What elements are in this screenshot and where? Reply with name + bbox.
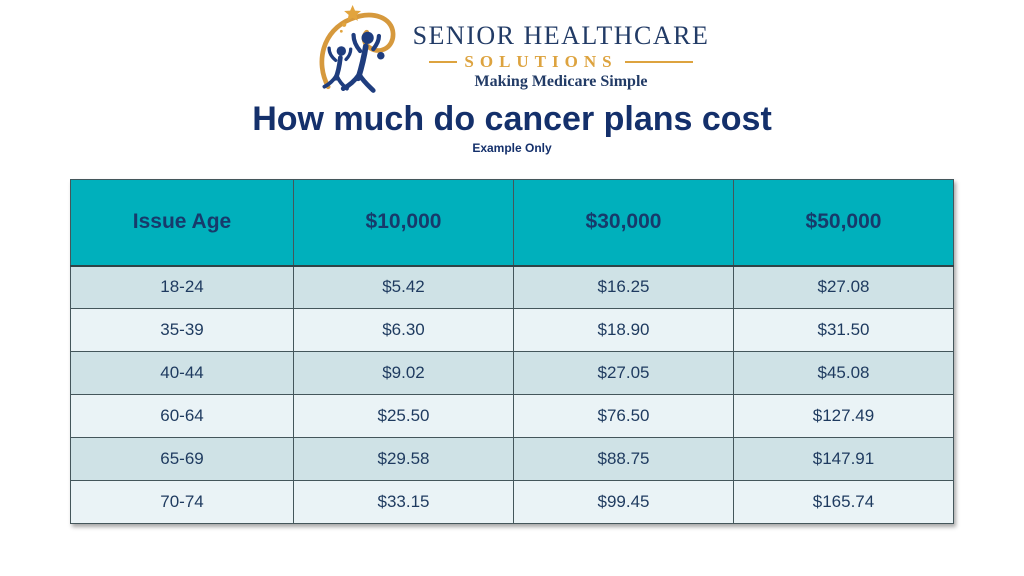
table-cell: $45.08 — [733, 351, 954, 395]
table-cell: 65-69 — [70, 437, 294, 481]
table-cell: $127.49 — [733, 394, 954, 438]
page-subtitle: Example Only — [472, 141, 552, 155]
logo-text: SENIOR HEALTHCARE SOLUTIONS Making Medic… — [413, 21, 710, 91]
table-cell: 40-44 — [70, 351, 294, 395]
table-cell: $27.08 — [733, 265, 954, 309]
table-row: 65-69 $29.58 $88.75 $147.91 — [70, 437, 954, 481]
table-cell: 70-74 — [70, 480, 294, 524]
gold-rule-right — [624, 61, 693, 63]
logo-tagline: Making Medicare Simple — [474, 73, 648, 90]
logo-name: SENIOR HEALTHCARE — [412, 21, 710, 50]
table-row: 35-39 $6.30 $18.90 $31.50 — [70, 308, 954, 352]
header-50000: $50,000 — [733, 179, 954, 267]
gold-rule-left — [429, 61, 458, 63]
table-cell: $33.15 — [293, 480, 514, 524]
page-title: How much do cancer plans cost — [252, 100, 772, 138]
table-cell: $16.25 — [513, 265, 734, 309]
table-cell: $5.42 — [293, 265, 514, 309]
cancer-plan-price-table: Issue Age $10,000 $30,000 $50,000 18-24 … — [70, 179, 954, 524]
logo-solutions-row: SOLUTIONS — [429, 52, 693, 72]
logo-solutions: SOLUTIONS — [464, 52, 618, 71]
table-cell: $9.02 — [293, 351, 514, 395]
table-cell: 60-64 — [70, 394, 294, 438]
people-swirl-star-icon — [319, 4, 395, 93]
table-cell: 35-39 — [70, 308, 294, 352]
table-row: 60-64 $25.50 $76.50 $127.49 — [70, 394, 954, 438]
table-row: 70-74 $33.15 $99.45 $165.74 — [70, 480, 954, 524]
header-30000: $30,000 — [513, 179, 734, 267]
table-cell: $31.50 — [733, 308, 954, 352]
table-row: 18-24 $5.42 $16.25 $27.08 — [70, 265, 954, 309]
table-cell: $147.91 — [733, 437, 954, 481]
table-cell: $6.30 — [293, 308, 514, 352]
table-cell: $27.05 — [513, 351, 734, 395]
header-issue-age: Issue Age — [70, 179, 294, 267]
table-header-row: Issue Age $10,000 $30,000 $50,000 — [70, 179, 954, 267]
table-cell: $76.50 — [513, 394, 734, 438]
table-cell: $18.90 — [513, 308, 734, 352]
table-cell: 18-24 — [70, 265, 294, 309]
header-10000: $10,000 — [293, 179, 514, 267]
logo: SENIOR HEALTHCARE SOLUTIONS Making Medic… — [0, 0, 1024, 98]
table-row: 40-44 $9.02 $27.05 $45.08 — [70, 351, 954, 395]
table-cell: $25.50 — [293, 394, 514, 438]
table-cell: $29.58 — [293, 437, 514, 481]
table-cell: $165.74 — [733, 480, 954, 524]
table-cell: $99.45 — [513, 480, 734, 524]
table-cell: $88.75 — [513, 437, 734, 481]
